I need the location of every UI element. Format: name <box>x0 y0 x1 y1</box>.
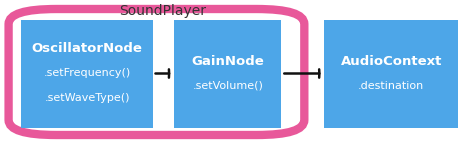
Text: .destination: .destination <box>357 81 423 91</box>
Text: AudioContext: AudioContext <box>340 55 441 68</box>
Text: SoundPlayer: SoundPlayer <box>119 4 205 18</box>
FancyBboxPatch shape <box>174 20 281 128</box>
Text: .setVolume(): .setVolume() <box>192 81 263 91</box>
Text: .setWaveType(): .setWaveType() <box>44 93 129 103</box>
FancyBboxPatch shape <box>324 20 457 128</box>
Text: .setFrequency(): .setFrequency() <box>43 69 130 78</box>
Text: GainNode: GainNode <box>191 55 264 68</box>
FancyBboxPatch shape <box>21 20 152 128</box>
Text: OscillatorNode: OscillatorNode <box>31 42 142 55</box>
